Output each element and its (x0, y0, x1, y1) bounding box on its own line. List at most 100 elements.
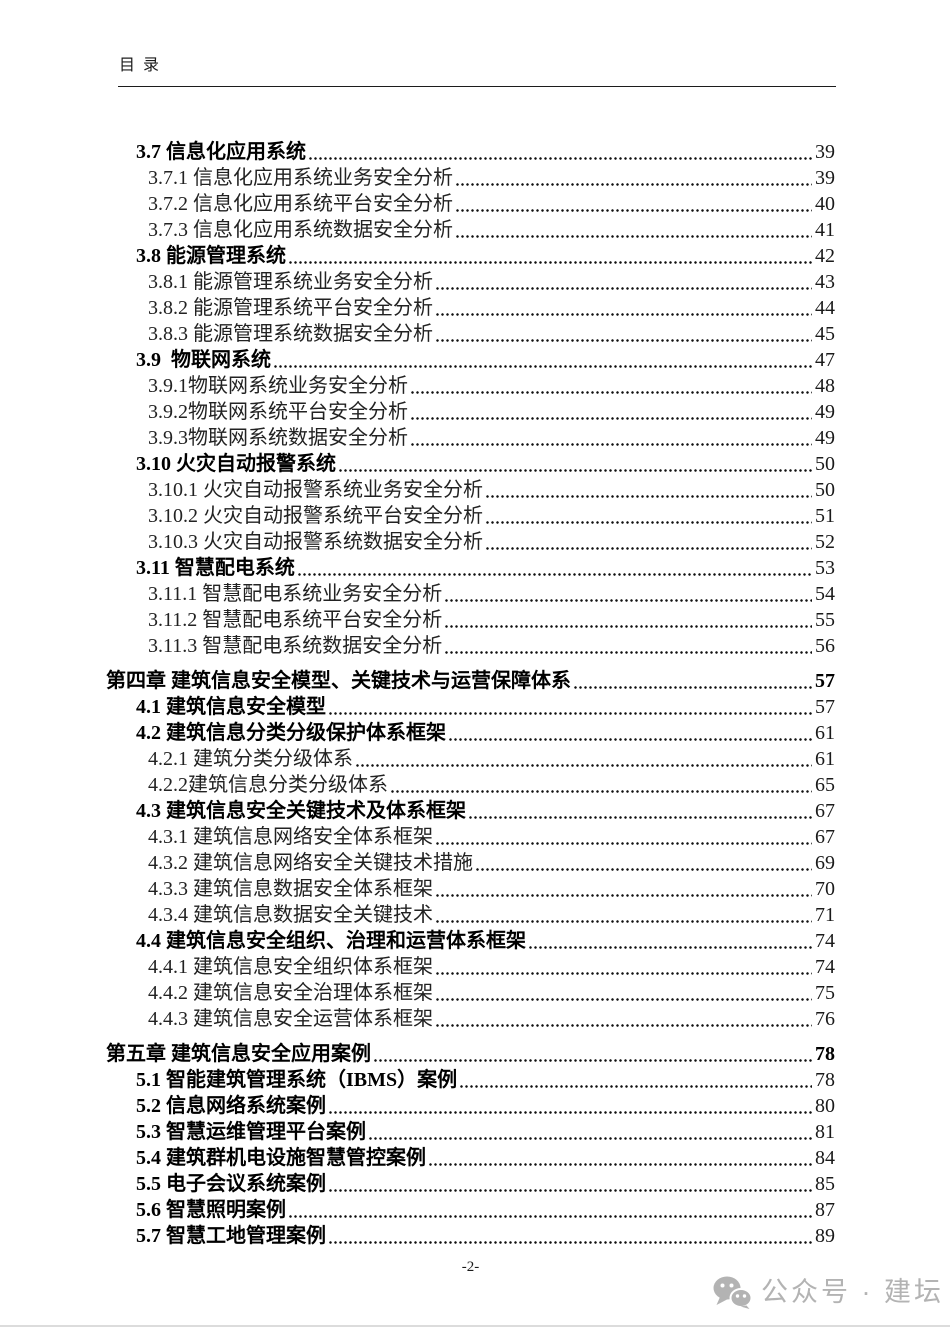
toc-entry[interactable]: 3.11.2 智慧配电系统平台安全分析 55 (148, 607, 835, 633)
toc-entry[interactable]: 5.2 信息网络系统案例 80 (136, 1093, 835, 1119)
toc-entry[interactable]: 3.10 火灾自动报警系统 50 (136, 451, 835, 477)
toc-leader-dots (410, 373, 812, 399)
watermark: 公众号 · 建坛 (713, 1276, 944, 1309)
header-divider (118, 86, 836, 87)
toc-entry-title: 3.11.1 智慧配电系统业务安全分析 (148, 583, 443, 605)
toc-entry[interactable]: 3.8 能源管理系统 42 (136, 243, 835, 269)
toc-entry-title: 4.3.1 建筑信息网络安全体系框架 (148, 826, 433, 848)
page-bottom-divider (0, 1325, 950, 1327)
toc-entry-title: 3.8.3 能源管理系统数据安全分析 (148, 323, 433, 345)
toc-entry[interactable]: 5.4 建筑群机电设施智慧管控案例 84 (136, 1145, 835, 1171)
toc-entry[interactable]: 4.3.4 建筑信息数据安全关键技术 71 (148, 902, 835, 928)
toc-entry[interactable]: 3.9.2物联网系统平台安全分析 49 (148, 399, 835, 425)
toc-leader-dots (475, 850, 812, 876)
toc-leader-dots (448, 720, 812, 746)
toc-entry-title: 5.6 智慧照明案例 (136, 1199, 286, 1221)
toc-entry[interactable]: 4.3 建筑信息安全关键技术及体系框架 67 (136, 798, 835, 824)
toc-entry-page: 49 (815, 401, 835, 423)
toc-entry[interactable]: 5.5 电子会议系统案例 85 (136, 1171, 835, 1197)
toc-leader-dots (485, 477, 812, 503)
toc-entry[interactable]: 4.3.3 建筑信息数据安全体系框架 70 (148, 876, 835, 902)
toc-entry-title: 3.11.3 智慧配电系统数据安全分析 (148, 635, 443, 657)
toc-entry[interactable]: 5.7 智慧工地管理案例 89 (136, 1223, 835, 1249)
toc-entry[interactable]: 第四章 建筑信息安全模型、关键技术与运营保障体系 57 (106, 668, 835, 694)
toc-entry[interactable]: 3.9.1物联网系统业务安全分析 48 (148, 373, 835, 399)
toc-entry-title: 3.8.1 能源管理系统业务安全分析 (148, 271, 433, 293)
toc-entry[interactable]: 3.11 智慧配电系统 53 (136, 555, 835, 581)
toc-entry[interactable]: 4.3.2 建筑信息网络安全关键技术措施 69 (148, 850, 835, 876)
toc-entry[interactable]: 4.4 建筑信息安全组织、治理和运营体系框架 74 (136, 928, 835, 954)
toc-entry-page: 51 (815, 505, 835, 527)
toc-entry-page: 80 (815, 1095, 835, 1117)
toc-entry-title: 3.9.1物联网系统业务安全分析 (148, 375, 408, 397)
toc-leader-dots (296, 555, 812, 581)
toc-entry-page: 69 (815, 852, 835, 874)
toc-entry-page: 71 (815, 904, 835, 926)
toc-entry[interactable]: 3.10.1 火灾自动报警系统业务安全分析 50 (148, 477, 835, 503)
toc-entry-title: 3.9.2物联网系统平台安全分析 (148, 401, 408, 423)
toc-entry[interactable]: 3.7 信息化应用系统 39 (136, 139, 835, 165)
toc-entry-title: 3.7 信息化应用系统 (136, 141, 306, 163)
toc-entry-title: 5.2 信息网络系统案例 (136, 1095, 326, 1117)
toc-entry-page: 54 (815, 583, 835, 605)
toc-entry[interactable]: 5.6 智慧照明案例 87 (136, 1197, 835, 1223)
toc-entry-page: 55 (815, 609, 835, 631)
toc-entry[interactable]: 4.1 建筑信息安全模型 57 (136, 694, 835, 720)
toc-entry-page: 74 (815, 930, 835, 952)
toc-entry-title: 3.10.2 火灾自动报警系统平台安全分析 (148, 505, 483, 527)
toc-entry-title: 4.1 建筑信息安全模型 (136, 696, 326, 718)
toc-leader-dots (308, 139, 812, 165)
toc-leader-dots (273, 347, 812, 373)
toc-leader-dots (435, 980, 812, 1006)
toc-entry[interactable]: 3.8.2 能源管理系统平台安全分析 44 (148, 295, 835, 321)
toc-leader-dots (355, 746, 812, 772)
toc-entry[interactable]: 4.4.1 建筑信息安全组织体系框架 74 (148, 954, 835, 980)
toc-entry-page: 89 (815, 1225, 835, 1247)
toc-entry[interactable]: 3.7.3 信息化应用系统数据安全分析 41 (148, 217, 835, 243)
toc-entry-title: 第四章 建筑信息安全模型、关键技术与运营保障体系 (106, 670, 571, 692)
toc-entry-title: 4.2 建筑信息分类分级保护体系框架 (136, 722, 446, 744)
toc-entry-page: 65 (815, 774, 835, 796)
toc-entry-page: 47 (815, 349, 835, 371)
toc-leader-dots (459, 1067, 812, 1093)
toc-entry-title: 3.7.3 信息化应用系统数据安全分析 (148, 219, 453, 241)
toc-entry[interactable]: 4.2.1 建筑分类分级体系 61 (148, 746, 835, 772)
toc-entry[interactable]: 3.10.3 火灾自动报警系统数据安全分析 52 (148, 529, 835, 555)
toc-entry[interactable]: 第五章 建筑信息安全应用案例 78 (106, 1041, 835, 1067)
toc-entry[interactable]: 4.2.2建筑信息分类分级体系 65 (148, 772, 835, 798)
toc-leader-dots (444, 607, 812, 633)
toc-entry[interactable]: 3.10.2 火灾自动报警系统平台安全分析 51 (148, 503, 835, 529)
toc-entry-page: 76 (815, 1008, 835, 1030)
toc-entry[interactable]: 3.11.3 智慧配电系统数据安全分析 56 (148, 633, 835, 659)
toc-entry-page: 43 (815, 271, 835, 293)
toc-leader-dots (338, 451, 812, 477)
toc-leader-dots (410, 425, 812, 451)
toc-entry[interactable]: 5.1 智能建筑管理系统（IBMS）案例 78 (136, 1067, 835, 1093)
toc-entry-title: 5.3 智慧运维管理平台案例 (136, 1121, 366, 1143)
toc-entry[interactable]: 4.3.1 建筑信息网络安全体系框架 67 (148, 824, 835, 850)
toc-entry[interactable]: 3.9.3物联网系统数据安全分析 49 (148, 425, 835, 451)
toc-leader-dots (485, 529, 812, 555)
toc-entry[interactable]: 3.8.3 能源管理系统数据安全分析 45 (148, 321, 835, 347)
toc-entry[interactable]: 4.4.2 建筑信息安全治理体系框架 75 (148, 980, 835, 1006)
toc-leader-dots (428, 1145, 812, 1171)
toc-entry[interactable]: 4.4.3 建筑信息安全运营体系框架 76 (148, 1006, 835, 1032)
toc-entry-title: 4.3.3 建筑信息数据安全体系框架 (148, 878, 433, 900)
toc-entry[interactable]: 3.7.1 信息化应用系统业务安全分析 39 (148, 165, 835, 191)
toc-leader-dots (410, 399, 812, 425)
toc-entry[interactable]: 3.9 物联网系统 47 (136, 347, 835, 373)
toc-entry[interactable]: 5.3 智慧运维管理平台案例 81 (136, 1119, 835, 1145)
toc-list: 3.7 信息化应用系统 39 3.7.1 信息化应用系统业务安全分析 39 3.7.2 … (106, 139, 835, 1249)
toc-entry[interactable]: 4.2 建筑信息分类分级保护体系框架 61 (136, 720, 835, 746)
toc-entry-page: 74 (815, 956, 835, 978)
toc-entry[interactable]: 3.11.1 智慧配电系统业务安全分析 54 (148, 581, 835, 607)
toc-leader-dots (435, 321, 812, 347)
toc-leader-dots (368, 1119, 812, 1145)
toc-entry-page: 85 (815, 1173, 835, 1195)
toc-entry-title: 3.11 智慧配电系统 (136, 557, 295, 579)
toc-entry-title: 3.8.2 能源管理系统平台安全分析 (148, 297, 433, 319)
toc-leader-dots (328, 694, 812, 720)
toc-entry-page: 57 (815, 670, 835, 692)
toc-entry[interactable]: 3.8.1 能源管理系统业务安全分析 43 (148, 269, 835, 295)
toc-entry[interactable]: 3.7.2 信息化应用系统平台安全分析 40 (148, 191, 835, 217)
